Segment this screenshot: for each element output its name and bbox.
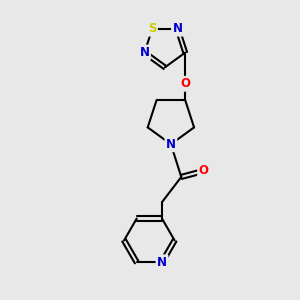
- Text: N: N: [166, 138, 176, 151]
- Text: N: N: [140, 46, 149, 59]
- Text: N: N: [172, 22, 182, 35]
- Text: O: O: [180, 77, 190, 90]
- Text: S: S: [148, 22, 157, 35]
- Text: N: N: [157, 256, 167, 269]
- Text: O: O: [199, 164, 208, 178]
